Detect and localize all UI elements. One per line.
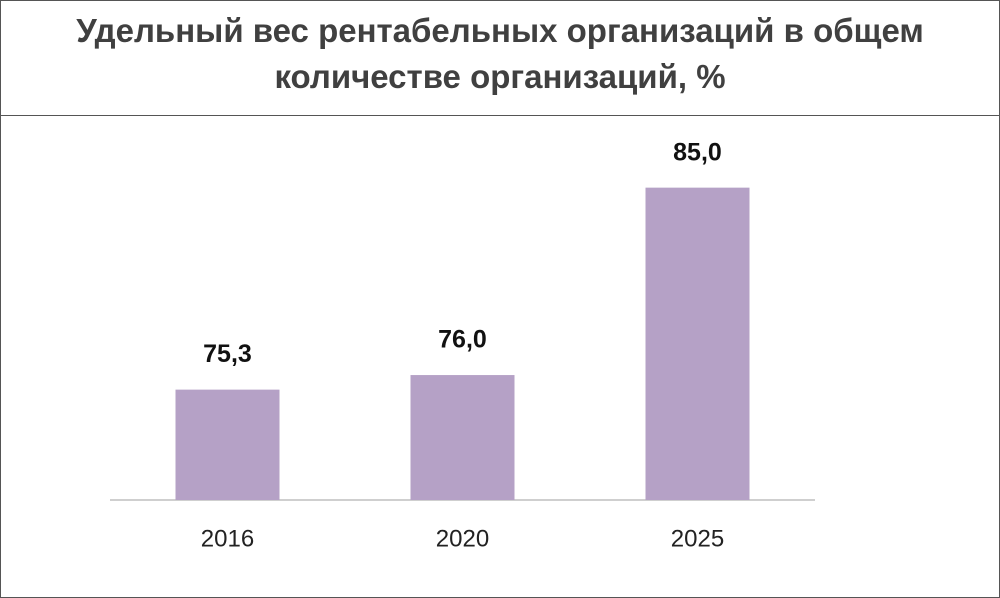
value-label: 76,0	[438, 326, 487, 354]
x-tick-label: 2025	[671, 525, 724, 552]
value-label: 85,0	[673, 138, 722, 166]
x-tick-label: 2020	[436, 525, 489, 552]
bar	[645, 187, 750, 500]
title-separator	[0, 115, 1000, 116]
bar	[410, 375, 515, 500]
chart-title: Удельный вес рентабельных организаций в …	[76, 12, 924, 95]
x-tick-label: 2016	[201, 525, 254, 552]
value-label: 75,3	[203, 340, 252, 368]
bar	[175, 389, 280, 500]
